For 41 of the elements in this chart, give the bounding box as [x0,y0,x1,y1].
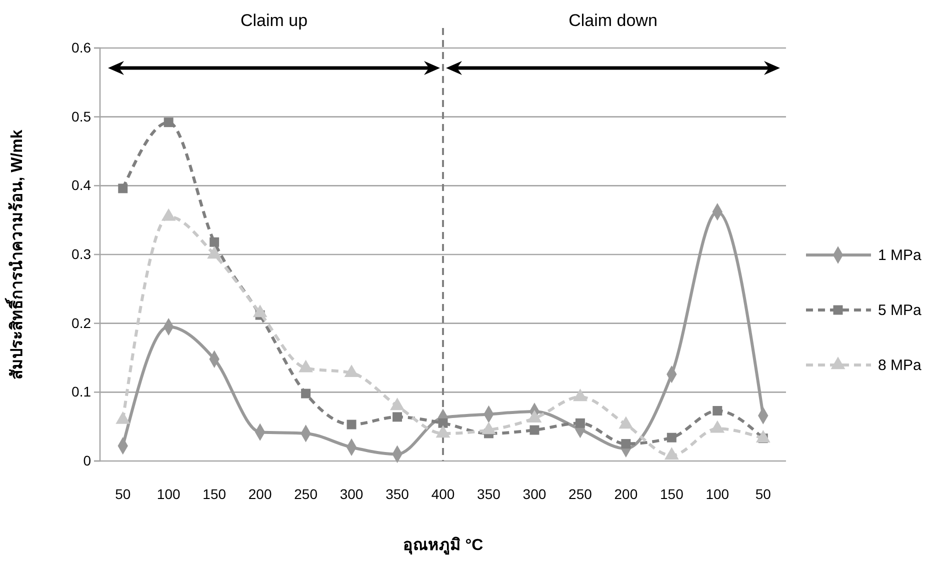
point [712,406,722,416]
x-tick-label: 400 [431,486,455,502]
point [575,418,585,428]
point [118,184,128,194]
x-tick-label: 350 [477,486,501,502]
y-tick-label: 0.6 [72,39,92,56]
x-tick-label: 50 [115,486,131,502]
point [392,412,402,422]
text: Claim up [240,11,308,30]
y-tick-label: 0.1 [72,384,92,400]
y-tick-label: 0 [83,452,92,468]
x-tick-label: 350 [386,486,410,502]
point [438,418,448,428]
x-tick-label: 200 [248,486,272,502]
y-tick-label: 0.3 [72,246,92,262]
x-tick-label: 300 [522,486,546,502]
legend-label: 8 MPa [878,357,922,374]
y-tick-label: 0.2 [72,314,92,331]
point [301,388,311,398]
point [621,439,631,449]
legend-label: 1 MPa [878,247,922,264]
x-tick-label: 150 [202,486,226,502]
x-tick-label: 100 [706,486,730,502]
legend-label: 5 MPa [878,302,922,319]
text: Claim down [568,11,658,30]
x-tick-label: 250 [568,486,592,502]
x-axis-title: อุณหภูมิ °C [402,536,484,556]
x-tick-label: 250 [294,486,318,502]
x-tick-label: 100 [156,486,180,502]
x-tick-label: 50 [755,486,772,502]
y-axis-title: สัมประสิทธิ์การนำความร้อน, W/mk [5,130,26,380]
x-tick-label: 300 [340,486,364,502]
point [210,237,220,247]
point [530,425,540,435]
point [666,432,676,442]
x-tick-label: 150 [660,486,684,502]
y-tick-label: 0.4 [72,177,92,194]
point [346,420,356,430]
x-tick-label: 200 [614,486,638,502]
y-tick-label: 0.5 [72,108,92,124]
point [164,118,174,128]
